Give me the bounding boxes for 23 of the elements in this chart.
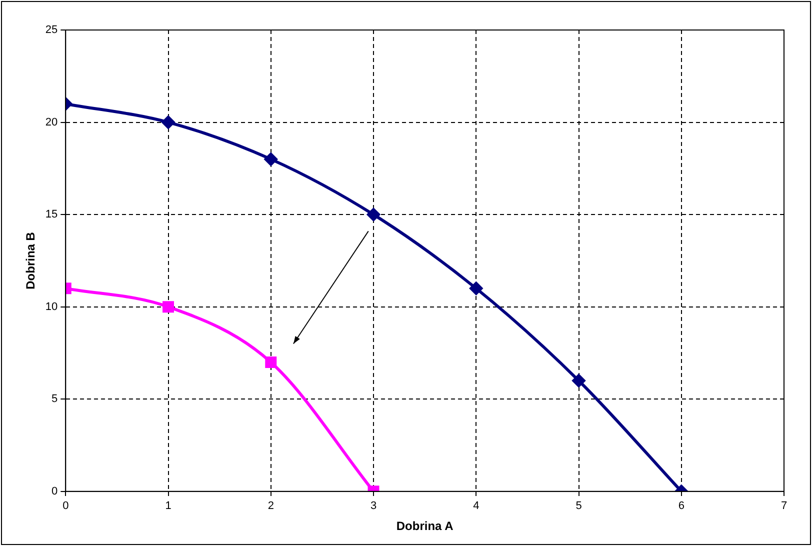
y-tick-label: 10 bbox=[45, 300, 58, 313]
x-tick-label: 7 bbox=[780, 500, 788, 512]
y-axis-title: Dobrina B bbox=[24, 232, 38, 290]
x-tick-label: 3 bbox=[370, 500, 377, 512]
point bbox=[162, 301, 174, 313]
y-tick-label: 20 bbox=[45, 116, 58, 128]
x-tick-label: 2 bbox=[268, 500, 274, 512]
x-axis-title: Dobrina A bbox=[396, 519, 454, 534]
point bbox=[470, 282, 483, 295]
x-tick-label: 1 bbox=[165, 500, 172, 512]
point bbox=[162, 116, 175, 129]
y-tick-label: 25 bbox=[45, 24, 58, 36]
point bbox=[265, 356, 277, 368]
y-tick-label: 5 bbox=[52, 393, 58, 406]
x-tick-label: 5 bbox=[576, 500, 582, 512]
point bbox=[572, 374, 586, 388]
x-tick-label: 0 bbox=[62, 500, 69, 512]
point bbox=[367, 208, 380, 222]
y-tick-label: 0 bbox=[52, 485, 58, 498]
point bbox=[264, 152, 278, 166]
x-tick-label: 4 bbox=[473, 500, 480, 512]
y-tick-label: 15 bbox=[45, 208, 58, 221]
x-tick-label: 6 bbox=[678, 500, 684, 512]
